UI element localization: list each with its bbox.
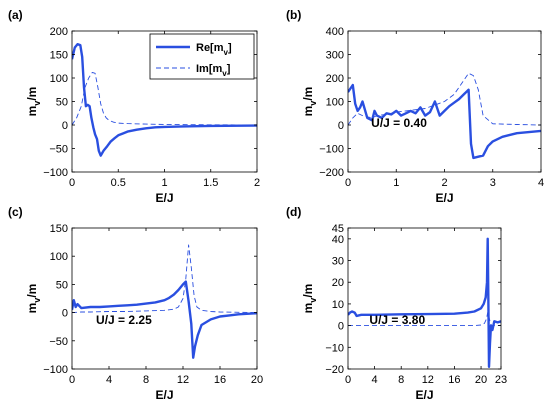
- x-tick-label: 16: [448, 374, 460, 386]
- x-axis-label: E/J: [435, 191, 453, 205]
- y-tick-label: 100: [326, 97, 344, 109]
- series-re-line: [72, 43, 257, 157]
- x-tick-label: 8: [398, 374, 404, 386]
- y-tick-label: 200: [326, 73, 344, 85]
- y-tick-label: 0: [338, 120, 344, 132]
- legend-box: [149, 33, 255, 80]
- plot-frame: [347, 227, 502, 370]
- series-re-line: [72, 280, 257, 359]
- y-tick-label: −20: [325, 364, 344, 376]
- y-tick-label: −200: [319, 167, 344, 179]
- x-tick-label: 2: [254, 177, 260, 189]
- series-im-line: [72, 244, 257, 314]
- y-tick-label: −50: [49, 144, 68, 156]
- x-tick-label: 1.5: [203, 177, 218, 189]
- u-over-j-annotation: U/J = 0.40: [371, 116, 427, 130]
- y-tick-label: 100: [50, 73, 68, 85]
- y-tick-label: −100: [43, 364, 68, 376]
- panel-c: 0 4 8 12 16 20 −100 −50 0 50 100 150 E/J mv/m (c) U/J =…: [8, 205, 263, 402]
- series-im-line: [72, 71, 257, 126]
- y-tick-label: 0: [338, 321, 344, 333]
- panel-label: (c): [8, 205, 23, 219]
- x-tick-label: 1: [393, 177, 399, 189]
- series-re-line: [348, 237, 501, 368]
- y-axis-label: mv/m: [25, 87, 42, 117]
- y-tick-label: 400: [326, 26, 344, 38]
- x-tick-label: 0: [69, 177, 75, 189]
- x-tick-label: 4: [538, 177, 544, 189]
- y-axis-label: mv/m: [25, 284, 42, 314]
- y-tick-label: 150: [50, 223, 68, 235]
- x-tick-label: 23: [495, 374, 507, 386]
- x-tick-label: 0: [345, 177, 351, 189]
- y-tick-label: 10: [332, 299, 344, 311]
- x-tick-label: 20: [475, 374, 487, 386]
- y-axis-label: mv/m: [301, 87, 318, 117]
- y-tick-label: 0: [62, 120, 68, 132]
- y-tick-label: 50: [56, 97, 68, 109]
- y-tick-label: 45: [332, 223, 344, 235]
- y-tick-label: 200: [50, 26, 68, 38]
- y-tick-label: 20: [332, 277, 344, 289]
- panel-label: (a): [8, 8, 23, 22]
- x-tick-label: 2: [441, 177, 447, 189]
- y-tick-label: 40: [332, 234, 344, 246]
- panel-a: 00.511.52−100−50050100150200E/Jmv/m(a)U/…: [8, 8, 260, 205]
- y-tick-label: 30: [332, 256, 344, 268]
- panel-label: (b): [286, 8, 301, 22]
- x-tick-label: 0: [345, 374, 351, 386]
- y-tick-label: 100: [50, 251, 68, 263]
- y-axis-label: mv/m: [301, 284, 318, 314]
- y-tick-label: −10: [325, 342, 344, 354]
- x-tick-label: 4: [106, 374, 112, 386]
- legend: Re[mv] Im[mv]: [149, 33, 255, 80]
- y-tick-label: −50: [49, 336, 68, 348]
- panel-b: 0 1 2 3 4 −200 −100 0 100 200 300 400 E/J mv/m (b) U/J …: [286, 8, 544, 205]
- legend-entry: Re[mv]: [196, 42, 232, 57]
- y-tick-label: 0: [62, 308, 68, 320]
- x-tick-label: 0: [69, 374, 75, 386]
- x-tick-label: 20: [251, 374, 263, 386]
- x-tick-label: 4: [372, 374, 378, 386]
- x-tick-label: 1: [161, 177, 167, 189]
- x-tick-label: 8: [143, 374, 149, 386]
- series-im-line: [348, 312, 501, 327]
- x-axis-label: E/J: [155, 388, 173, 402]
- plot-frame: [71, 227, 258, 370]
- x-tick-label: 16: [214, 374, 226, 386]
- u-over-j-annotation: U/J = 2.25: [96, 313, 152, 327]
- x-tick-label: 12: [177, 374, 189, 386]
- y-tick-label: 150: [50, 50, 68, 62]
- x-axis-label: E/J: [155, 191, 173, 205]
- series-re-line: [348, 83, 541, 160]
- x-tick-label: 3: [490, 177, 496, 189]
- u-over-j-annotation: U/J = 3.80: [369, 313, 425, 327]
- x-tick-label: 0.5: [111, 177, 126, 189]
- x-tick-label: 12: [422, 374, 434, 386]
- y-tick-label: −100: [43, 167, 68, 179]
- series-im-line: [348, 72, 541, 126]
- legend-entry: Im[mv]: [196, 63, 231, 78]
- y-tick-label: 300: [326, 50, 344, 62]
- y-tick-label: −100: [319, 144, 344, 156]
- x-axis-label: E/J: [415, 388, 433, 402]
- y-tick-label: 50: [56, 279, 68, 291]
- panel-label: (d): [286, 205, 301, 219]
